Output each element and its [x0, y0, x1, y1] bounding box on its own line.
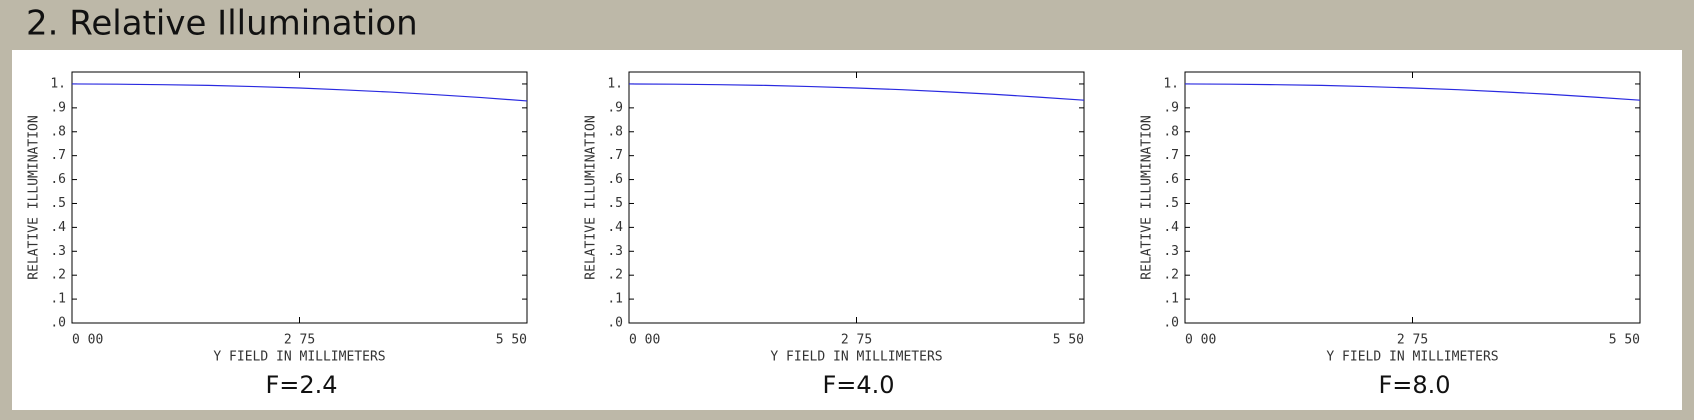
x-tick-label: 2 75 — [1397, 333, 1428, 348]
y-tick-label: .0 — [607, 316, 623, 331]
chart: .0 .1 .2 .3 .4 .5 .6 .7 .8 .9 1. 0 00 2 75 5 50 Y FIEL… — [1140, 71, 1641, 399]
y-tick-label: .9 — [607, 100, 623, 115]
y-tick-label: .9 — [50, 100, 66, 115]
x-tick-label: 0 00 — [72, 333, 103, 348]
y-tick-label: .3 — [1163, 244, 1179, 259]
chart-caption: F=8.0 — [1378, 371, 1450, 399]
x-tick-label: 5 50 — [1609, 333, 1640, 348]
slide-title: 2. Relative Illumination — [26, 4, 418, 44]
x-tick-label: 0 00 — [629, 333, 660, 348]
chart-caption: F=2.4 — [265, 371, 337, 399]
y-tick-label: .4 — [607, 220, 623, 235]
y-tick-label: .0 — [50, 316, 66, 331]
y-tick-label: .8 — [607, 124, 623, 139]
x-axis-label: Y FIELD IN MILLIMETERS — [770, 350, 942, 365]
chart: .0 .1 .2 .3 .4 .5 .6 .7 .8 .9 1. 0 00 2 75 5 50 Y FIEL… — [27, 71, 528, 399]
x-tick-label: 2 75 — [284, 333, 315, 348]
chart-caption: F=4.0 — [822, 371, 894, 399]
y-tick-label: .1 — [50, 292, 66, 307]
y-tick-label: .6 — [607, 172, 623, 187]
y-tick-label: .4 — [1163, 220, 1179, 235]
y-tick-label: 1. — [607, 76, 623, 91]
y-tick-label: .3 — [50, 244, 66, 259]
y-tick-label: .0 — [1163, 316, 1179, 331]
x-tick-label: 5 50 — [496, 333, 527, 348]
y-tick-label: .2 — [607, 268, 623, 283]
y-tick-label: .7 — [1163, 148, 1179, 163]
x-axis-label: Y FIELD IN MILLIMETERS — [1326, 350, 1498, 365]
y-axis-label: RELATIVE ILLUMINATION — [1140, 115, 1155, 279]
y-tick-label: .3 — [607, 244, 623, 259]
y-tick-label: .7 — [50, 148, 66, 163]
y-tick-label: .1 — [1163, 292, 1179, 307]
data-line — [71, 83, 528, 102]
x-tick-label: 0 00 — [1185, 333, 1216, 348]
y-tick-label: .8 — [50, 124, 66, 139]
y-axis-label: RELATIVE ILLUMINATION — [27, 115, 42, 279]
chart: .0 .1 .2 .3 .4 .5 .6 .7 .8 .9 1. 0 00 2 75 5 50 Y FIEL… — [584, 71, 1085, 399]
panel — [12, 50, 1682, 410]
y-tick-label: .1 — [607, 292, 623, 307]
x-tick-label: 2 75 — [841, 333, 872, 348]
y-tick-label: .5 — [50, 196, 66, 211]
x-axis-label: Y FIELD IN MILLIMETERS — [213, 350, 385, 365]
x-tick-label: 5 50 — [1053, 333, 1084, 348]
data-line — [1184, 83, 1641, 101]
y-tick-label: .9 — [1163, 100, 1179, 115]
y-tick-label: .8 — [1163, 124, 1179, 139]
y-tick-label: .2 — [50, 268, 66, 283]
y-tick-label: .7 — [607, 148, 623, 163]
y-tick-label: .5 — [607, 196, 623, 211]
y-tick-label: 1. — [1163, 76, 1179, 91]
y-tick-label: .5 — [1163, 196, 1179, 211]
data-line — [628, 83, 1085, 101]
y-tick-label: 1. — [50, 76, 66, 91]
y-tick-label: .6 — [50, 172, 66, 187]
y-axis-label: RELATIVE ILLUMINATION — [584, 115, 599, 279]
y-tick-label: .6 — [1163, 172, 1179, 187]
y-tick-label: .4 — [50, 220, 66, 235]
y-tick-label: .2 — [1163, 268, 1179, 283]
